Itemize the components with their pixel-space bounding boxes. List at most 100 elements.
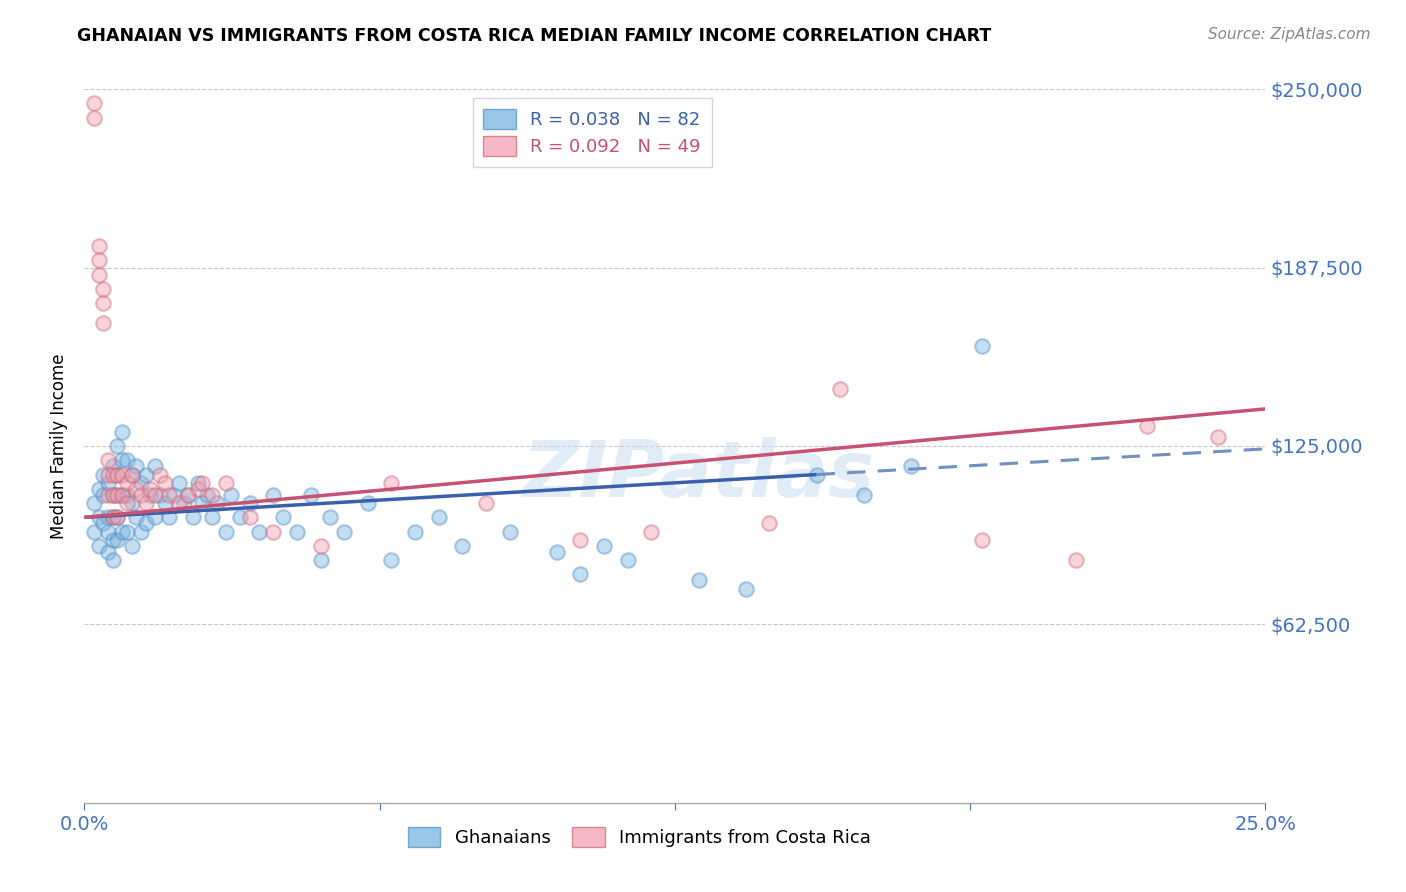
Point: [205, 496, 228, 510]
Point: [83, 111, 105, 125]
Point: [177, 487, 200, 501]
Point: [475, 496, 498, 510]
Point: [91, 487, 114, 501]
Point: [143, 510, 166, 524]
Point: [87, 482, 110, 496]
Point: [101, 487, 124, 501]
Point: [143, 458, 166, 473]
Point: [219, 487, 242, 501]
Point: [309, 539, 332, 553]
Point: [852, 487, 875, 501]
Text: GHANAIAN VS IMMIGRANTS FROM COSTA RICA MEDIAN FAMILY INCOME CORRELATION CHART: GHANAIAN VS IMMIGRANTS FROM COSTA RICA M…: [77, 27, 991, 45]
Point: [900, 458, 922, 473]
Point: [107, 510, 129, 524]
Point: [143, 487, 166, 501]
Point: [167, 496, 190, 510]
Text: ZIPatlas: ZIPatlas: [523, 436, 875, 513]
Point: [107, 467, 129, 482]
Point: [91, 316, 114, 330]
Text: Source: ZipAtlas.com: Source: ZipAtlas.com: [1208, 27, 1371, 42]
Point: [191, 496, 214, 510]
Point: [101, 487, 124, 501]
Point: [498, 524, 520, 539]
Legend: Ghanaians, Immigrants from Costa Rica: Ghanaians, Immigrants from Costa Rica: [396, 816, 882, 858]
Point: [215, 476, 238, 491]
Point: [129, 476, 152, 491]
Point: [107, 510, 129, 524]
Point: [195, 487, 218, 501]
Point: [97, 476, 120, 491]
Point: [87, 239, 110, 253]
Point: [91, 516, 114, 530]
Point: [101, 510, 124, 524]
Point: [107, 439, 129, 453]
Point: [167, 476, 190, 491]
Point: [157, 510, 180, 524]
Point: [139, 487, 162, 501]
Point: [262, 524, 284, 539]
Point: [262, 487, 284, 501]
Point: [97, 453, 120, 467]
Point: [87, 539, 110, 553]
Point: [616, 553, 638, 567]
Point: [107, 487, 129, 501]
Point: [115, 476, 138, 491]
Point: [83, 524, 105, 539]
Point: [125, 510, 148, 524]
Y-axis label: Median Family Income: Median Family Income: [51, 353, 69, 539]
Point: [111, 453, 134, 467]
Point: [97, 510, 120, 524]
Point: [1066, 553, 1088, 567]
Point: [107, 533, 129, 548]
Point: [87, 510, 110, 524]
Point: [87, 253, 110, 268]
Point: [129, 487, 152, 501]
Point: [404, 524, 426, 539]
Point: [125, 482, 148, 496]
Point: [380, 553, 402, 567]
Point: [97, 487, 120, 501]
Point: [285, 524, 308, 539]
Point: [111, 487, 134, 501]
Point: [239, 496, 262, 510]
Point: [734, 582, 756, 596]
Point: [91, 282, 114, 296]
Point: [101, 533, 124, 548]
Point: [121, 539, 143, 553]
Point: [101, 467, 124, 482]
Point: [121, 467, 143, 482]
Point: [97, 467, 120, 482]
Point: [121, 496, 143, 510]
Point: [181, 510, 204, 524]
Point: [970, 533, 993, 548]
Point: [115, 453, 138, 467]
Point: [97, 524, 120, 539]
Point: [91, 296, 114, 310]
Point: [153, 476, 176, 491]
Point: [125, 458, 148, 473]
Point: [101, 458, 124, 473]
Point: [593, 539, 616, 553]
Point: [111, 487, 134, 501]
Point: [115, 496, 138, 510]
Point: [101, 510, 124, 524]
Point: [153, 496, 176, 510]
Point: [357, 496, 380, 510]
Point: [149, 467, 172, 482]
Point: [451, 539, 474, 553]
Point: [215, 524, 238, 539]
Point: [107, 487, 129, 501]
Point: [640, 524, 662, 539]
Point: [111, 425, 134, 439]
Point: [380, 476, 402, 491]
Point: [569, 533, 592, 548]
Point: [83, 496, 105, 510]
Point: [107, 467, 129, 482]
Point: [115, 487, 138, 501]
Point: [173, 496, 195, 510]
Point: [299, 487, 322, 501]
Point: [201, 487, 224, 501]
Point: [319, 510, 342, 524]
Point: [157, 487, 180, 501]
Point: [229, 510, 252, 524]
